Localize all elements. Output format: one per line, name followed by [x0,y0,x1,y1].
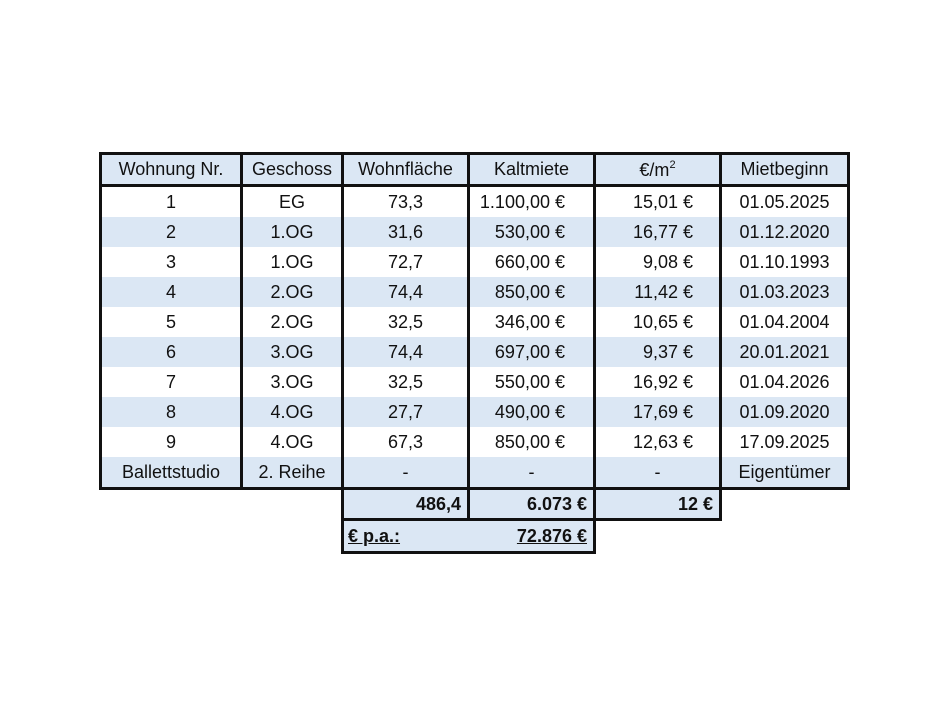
table-row: 4 2.OG 74,4 850,00 € 11,42 € 01.03.2023 [99,277,850,307]
blank-cell [242,520,343,553]
table-row: 2 1.OG 31,6 530,00 € 16,77 € 01.12.2020 [99,217,850,247]
cell-geschoss: EG [240,184,344,217]
cell-beginn: Eigentümer [719,457,850,490]
cell-geschoss: 4.OG [240,397,344,427]
cell-geschoss: 2.OG [240,277,344,307]
cell-nr: 1 [99,184,243,217]
cell-beginn: 01.09.2020 [719,397,850,427]
cell-miete: 1.100,00 € [467,184,596,217]
table-row: 9 4.OG 67,3 850,00 € 12,63 € 17.09.2025 [99,427,850,457]
cell-beginn: 01.04.2004 [719,307,850,337]
blank-cell [242,489,343,520]
annual-value: 72.876 € [468,519,596,554]
rent-table: Wohnung Nr. Geschoss Wohnfläche Kaltmiet… [99,152,850,554]
header-preis-base: €/m [639,159,670,180]
total-flaeche: 486,4 [341,487,470,521]
cell-flaeche: 32,5 [341,367,470,397]
cell-nr: 3 [99,247,243,277]
cell-flaeche: - [341,457,470,490]
cell-flaeche: 31,6 [341,217,470,247]
cell-beginn: 01.12.2020 [719,217,850,247]
cell-miete: 660,00 € [467,247,596,277]
table-row: 6 3.OG 74,4 697,00 € 9,37 € 20.01.2021 [99,337,850,367]
cell-nr: 4 [99,277,243,307]
cell-flaeche: 74,4 [341,337,470,367]
blank-cell [721,520,849,553]
table-row: 1 EG 73,3 1.100,00 € 15,01 € 01.05.2025 [99,184,850,217]
table-row: 8 4.OG 27,7 490,00 € 17,69 € 01.09.2020 [99,397,850,427]
cell-geschoss: 2.OG [240,307,344,337]
cell-geschoss: 4.OG [240,427,344,457]
cell-qm: 11,42 € [593,277,722,307]
annual-label: € p.a.: [341,519,469,554]
cell-miete: 850,00 € [467,277,596,307]
cell-miete: 550,00 € [467,367,596,397]
cell-beginn: 17.09.2025 [719,427,850,457]
cell-qm: 9,08 € [593,247,722,277]
cell-qm: 15,01 € [593,184,722,217]
cell-nr: 7 [99,367,243,397]
blank-cell [101,489,242,520]
annual-row: € p.a.: 72.876 € [101,519,849,554]
annual-label-text: € p.a.: [348,525,401,546]
header-preis-pro-qm: €/m2 [593,152,722,187]
cell-nr: Ballettstudio [99,457,243,490]
cell-flaeche: 74,4 [341,277,470,307]
cell-miete: 697,00 € [467,337,596,367]
cell-geschoss: 3.OG [240,367,344,397]
cell-miete: 850,00 € [467,427,596,457]
cell-geschoss: 3.OG [240,337,344,367]
cell-nr: 5 [99,307,243,337]
cell-qm: 9,37 € [593,337,722,367]
cell-qm: 16,92 € [593,367,722,397]
cell-flaeche: 32,5 [341,307,470,337]
annual-value-text: 72.876 € [516,525,587,546]
blank-cell [101,520,242,553]
cell-nr: 9 [99,427,243,457]
table-row: 7 3.OG 32,5 550,00 € 16,92 € 01.04.2026 [99,367,850,397]
cell-qm: 12,63 € [593,427,722,457]
blank-cell [721,489,849,520]
cell-beginn: 01.05.2025 [719,184,850,217]
header-row: Wohnung Nr. Geschoss Wohnfläche Kaltmiet… [99,152,850,187]
cell-miete: 346,00 € [467,307,596,337]
table-row: 5 2.OG 32,5 346,00 € 10,65 € 01.04.2004 [99,307,850,337]
header-wohnflaeche: Wohnfläche [341,152,470,187]
cell-nr: 6 [99,337,243,367]
rent-table-sheet: Wohnung Nr. Geschoss Wohnfläche Kaltmiet… [99,152,850,554]
totals-row: 486,4 6.073 € 12 € [101,487,849,521]
total-qm: 12 € [593,487,722,521]
header-wohnung: Wohnung Nr. [99,152,243,187]
cell-flaeche: 73,3 [341,184,470,217]
cell-nr: 8 [99,397,243,427]
cell-geschoss: 1.OG [240,247,344,277]
cell-qm: - [593,457,722,490]
cell-flaeche: 67,3 [341,427,470,457]
header-kaltmiete: Kaltmiete [467,152,596,187]
table-row: Ballettstudio 2. Reihe - - - Eigentümer [99,457,850,490]
header-preis-sup: 2 [669,158,676,171]
blank-cell [595,520,721,553]
table-row: 3 1.OG 72,7 660,00 € 9,08 € 01.10.1993 [99,247,850,277]
cell-miete: - [467,457,596,490]
cell-beginn: 01.04.2026 [719,367,850,397]
cell-geschoss: 2. Reihe [240,457,344,490]
cell-miete: 530,00 € [467,217,596,247]
cell-qm: 16,77 € [593,217,722,247]
cell-flaeche: 27,7 [341,397,470,427]
cell-qm: 17,69 € [593,397,722,427]
cell-beginn: 20.01.2021 [719,337,850,367]
header-mietbeginn: Mietbeginn [719,152,850,187]
cell-qm: 10,65 € [593,307,722,337]
total-miete: 6.073 € [467,487,596,521]
cell-beginn: 01.03.2023 [719,277,850,307]
cell-flaeche: 72,7 [341,247,470,277]
cell-beginn: 01.10.1993 [719,247,850,277]
cell-nr: 2 [99,217,243,247]
cell-miete: 490,00 € [467,397,596,427]
cell-geschoss: 1.OG [240,217,344,247]
header-geschoss: Geschoss [240,152,344,187]
